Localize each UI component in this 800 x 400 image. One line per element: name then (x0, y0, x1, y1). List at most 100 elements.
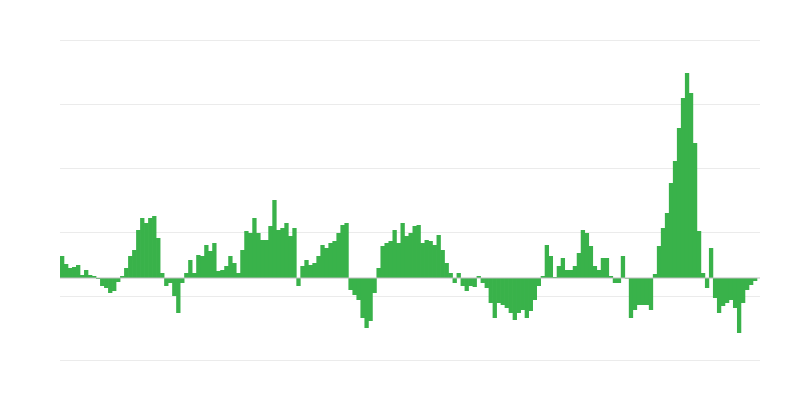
bar (644, 278, 650, 305)
bar (340, 225, 345, 278)
bar (488, 278, 493, 303)
bar (744, 278, 750, 290)
bar (152, 216, 157, 278)
bar (516, 278, 521, 313)
bar (700, 273, 706, 278)
bar (200, 256, 205, 278)
bar (456, 273, 461, 278)
bars (60, 73, 758, 333)
bar (680, 98, 686, 278)
bar (88, 275, 93, 278)
bar (80, 275, 85, 278)
bar (720, 278, 726, 306)
bar (636, 278, 642, 305)
bar (640, 278, 646, 305)
bar (252, 218, 257, 278)
bar (144, 223, 149, 278)
bar (272, 200, 277, 278)
bar (600, 258, 606, 278)
bar (324, 248, 329, 278)
bar (676, 128, 682, 278)
bar (692, 143, 698, 278)
bar (208, 251, 213, 278)
bar (408, 233, 413, 278)
bar (380, 246, 385, 278)
bar (584, 233, 590, 278)
bar (180, 278, 185, 283)
bar (156, 238, 161, 278)
bar (384, 243, 389, 278)
bar (656, 246, 662, 278)
bar (288, 236, 293, 278)
bar (588, 246, 594, 278)
bar (300, 266, 305, 278)
bar (416, 225, 421, 278)
bar (72, 267, 77, 278)
bar (256, 233, 261, 278)
bar (444, 263, 449, 278)
gridlines (60, 40, 760, 361)
bar (468, 278, 473, 286)
bar (504, 278, 509, 308)
bar (528, 278, 533, 311)
bar (296, 278, 301, 286)
bar (220, 270, 225, 278)
bar (736, 278, 742, 333)
bar (592, 266, 598, 278)
bar (376, 268, 381, 278)
bar (556, 266, 562, 278)
bar (168, 278, 173, 283)
bar (60, 256, 65, 278)
bar (264, 240, 269, 278)
bar (432, 245, 437, 278)
bar (268, 226, 273, 278)
bar (372, 278, 377, 293)
bar (564, 270, 570, 278)
bar (724, 278, 730, 303)
bar (596, 270, 602, 278)
bar (612, 278, 618, 283)
bar (280, 228, 285, 278)
bar (664, 213, 670, 278)
bar (688, 93, 694, 278)
bar (716, 278, 722, 313)
bar (92, 276, 97, 278)
bar (204, 245, 209, 278)
bar (668, 183, 674, 278)
bar (232, 263, 237, 278)
bar (332, 241, 337, 278)
bar (548, 256, 554, 278)
bar (708, 248, 714, 278)
bar (212, 243, 217, 278)
bar (176, 278, 181, 313)
bar (400, 223, 405, 278)
bar (728, 278, 734, 300)
bar (616, 278, 622, 283)
bar (136, 230, 141, 278)
bar (112, 278, 117, 291)
bar (292, 228, 297, 278)
bar (84, 270, 89, 278)
bar (500, 278, 505, 305)
bar (424, 240, 429, 278)
bar (360, 278, 365, 318)
bar (560, 258, 566, 278)
bar (248, 233, 253, 278)
bar (160, 273, 165, 278)
bar (484, 278, 489, 288)
bar (752, 278, 758, 281)
bar (412, 226, 417, 278)
bar (140, 218, 145, 278)
bar (184, 273, 189, 278)
bar (568, 270, 574, 278)
bar (228, 256, 233, 278)
bar (260, 240, 265, 278)
bar (428, 241, 433, 278)
bar (320, 245, 325, 278)
bar (620, 256, 626, 278)
bar (196, 255, 201, 278)
bar (68, 268, 73, 278)
bar (348, 278, 353, 290)
bar (396, 243, 401, 278)
bar (312, 263, 317, 278)
